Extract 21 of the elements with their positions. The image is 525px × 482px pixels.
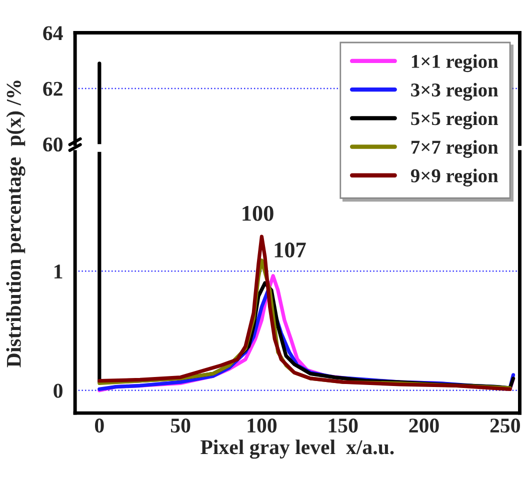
x-tick-label: 50	[170, 418, 190, 433]
y-tick-label: 64	[43, 26, 63, 40]
x-tick-label: 250	[490, 418, 520, 433]
y-axis-title: Distribution percentage p(x) /%	[6, 80, 26, 368]
x-tick-label: 150	[328, 418, 358, 433]
legend-label: 7×7 region	[412, 140, 498, 158]
y-tick-label: 62	[43, 82, 62, 96]
legend-label: 1×1 region	[412, 54, 498, 72]
y-tick-label: 1	[54, 264, 62, 278]
annotation: 107	[274, 242, 306, 258]
x-tick-label: 100	[248, 418, 277, 433]
x-tick-label: 200	[409, 418, 439, 433]
x-axis-title: Pixel gray level x/a.u.	[200, 440, 394, 459]
y-tick-label: 60	[43, 137, 62, 152]
x-tick-label: 0	[95, 418, 104, 433]
annotation: 100	[242, 206, 274, 221]
line-series	[98, 234, 512, 392]
y-tick-label: 0	[54, 384, 62, 398]
legend-label: 5×5 region	[411, 111, 498, 130]
legend-label: 3×3 region	[411, 82, 498, 101]
legend-label: 9×9 region	[410, 168, 498, 186]
